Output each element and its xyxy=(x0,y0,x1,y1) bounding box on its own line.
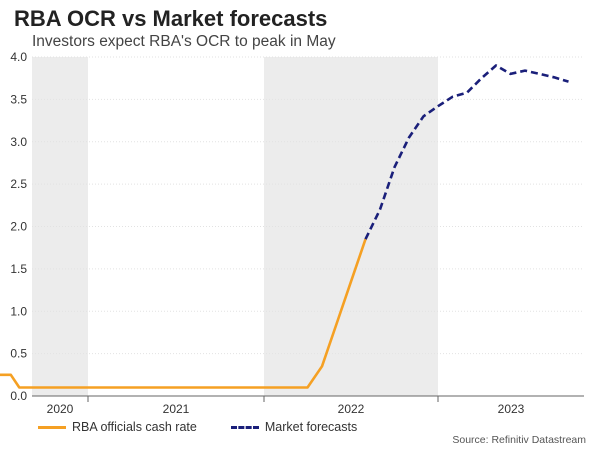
chart-subtitle: Investors expect RBA's OCR to peak in Ma… xyxy=(32,33,336,50)
y-tick-label-2.0: 2.0 xyxy=(10,220,27,234)
series-line-market-forecasts xyxy=(364,64,569,240)
x-tick-label-2021: 2021 xyxy=(163,402,190,416)
legend-swatch-forecast xyxy=(230,425,259,429)
legend-label-cash-rate: RBA officials cash rate xyxy=(72,420,197,434)
x-tick-label-2023: 2023 xyxy=(498,402,525,416)
y-tick-label-2.5: 2.5 xyxy=(10,177,27,191)
x-tick-label-2022: 2022 xyxy=(338,402,365,416)
source-note: Source: Refinitiv Datastream xyxy=(452,434,586,446)
chart-area: 0.0 0.5 1.0 1.5 2.0 2.5 3.0 3.5 4.0 2020 2021 2022 2… xyxy=(0,50,584,416)
y-tick-label-4.0: 4.0 xyxy=(10,50,27,64)
legend-label-forecast: Market forecasts xyxy=(264,420,358,434)
legend-swatch-cash-rate xyxy=(38,425,66,429)
legend: RBA officials cash rate Market forecasts xyxy=(38,420,391,434)
y-tick-label-3.0: 3.0 xyxy=(10,135,27,149)
series-line-cash-rate xyxy=(0,238,367,389)
x-tick-label-2020: 2020 xyxy=(47,402,74,416)
y-tick-label-0.0: 0.0 xyxy=(10,389,27,403)
legend-item-forecast: Market forecasts xyxy=(230,420,358,434)
y-tick-label-0.5: 0.5 xyxy=(10,347,27,361)
y-tick-label-1.0: 1.0 xyxy=(10,304,27,318)
y-tick-label-3.5: 3.5 xyxy=(10,92,27,106)
legend-item-cash-rate: RBA officials cash rate xyxy=(38,420,197,434)
y-tick-label-1.5: 1.5 xyxy=(10,262,27,276)
chart-title: RBA OCR vs Market forecasts xyxy=(14,6,328,31)
